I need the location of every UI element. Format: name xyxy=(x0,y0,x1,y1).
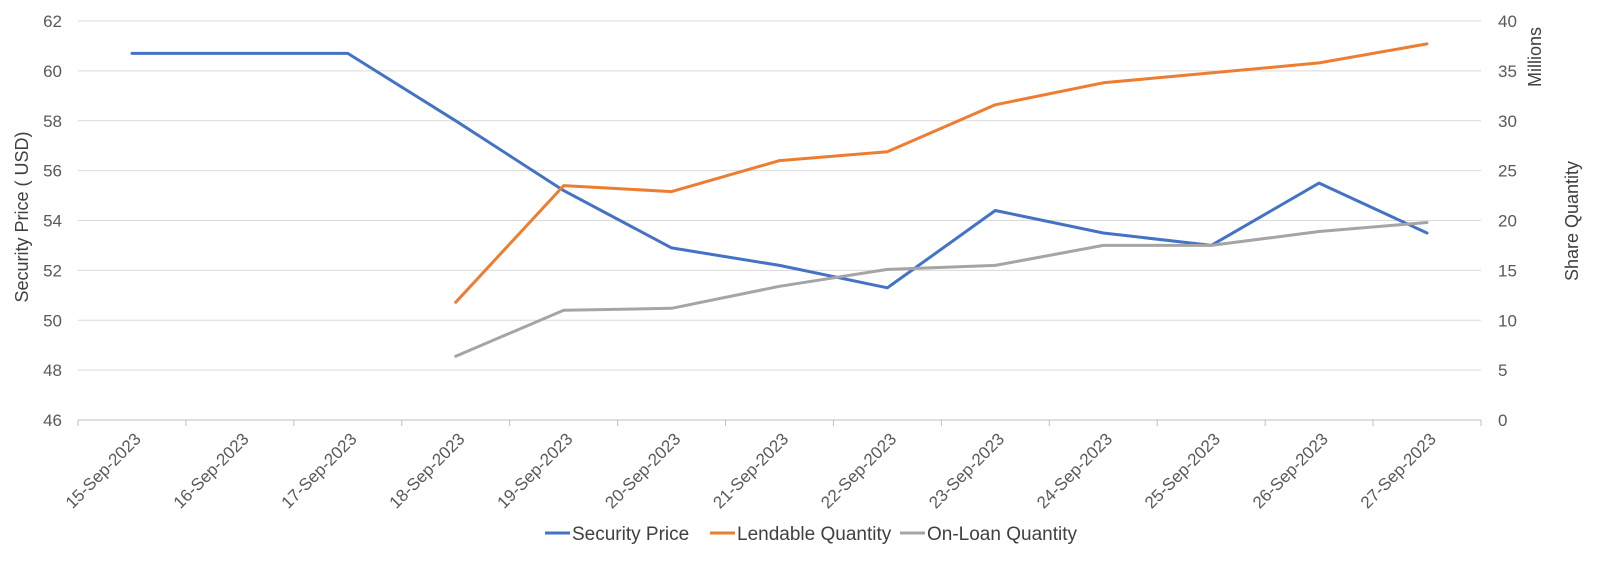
right-tick-label: 15 xyxy=(1498,261,1517,280)
left-tick-label: 62 xyxy=(43,12,62,31)
left-tick-label: 50 xyxy=(43,311,62,330)
right-tick-label: 10 xyxy=(1498,311,1517,330)
right-tick-label: 0 xyxy=(1498,411,1507,430)
legend: Security Price Lendable Quantity On-Loan Q… xyxy=(545,524,1077,545)
left-tick-label: 46 xyxy=(43,411,62,430)
legend-label: Security Price xyxy=(572,524,689,545)
right-tick-label: 20 xyxy=(1498,212,1517,231)
right-axis-unit-label: Millions xyxy=(1525,27,1545,87)
x-tick-label: 18-Sep-2023 xyxy=(386,429,469,512)
legend-label: On-Loan Quantity xyxy=(927,524,1077,545)
series-line-on-loan-quantity xyxy=(454,221,1429,358)
x-tick-label: 25-Sep-2023 xyxy=(1141,429,1224,512)
x-tick-label: 22-Sep-2023 xyxy=(817,429,900,512)
legend-label: Lendable Quantity xyxy=(737,524,892,545)
left-tick-label: 48 xyxy=(43,361,62,380)
series-lines xyxy=(130,42,1429,358)
left-axis-ticks: 46 48 50 52 54 56 58 60 62 xyxy=(43,12,62,430)
right-axis-ticks: 0 5 10 15 20 25 30 35 40 xyxy=(1498,12,1517,430)
right-tick-label: 40 xyxy=(1498,12,1517,31)
left-axis-title: Security Price ( USD) xyxy=(12,131,32,302)
right-tick-label: 35 xyxy=(1498,62,1517,81)
x-tick-label: 27-Sep-2023 xyxy=(1357,429,1440,512)
x-tick-label: 20-Sep-2023 xyxy=(601,429,684,512)
left-tick-label: 58 xyxy=(43,112,62,131)
x-tick-label: 16-Sep-2023 xyxy=(170,429,253,512)
right-axis-title: Share Quantity xyxy=(1562,161,1582,281)
right-tick-label: 5 xyxy=(1498,361,1507,380)
series-line-lendable-quantity xyxy=(454,42,1429,304)
x-tick-label: 17-Sep-2023 xyxy=(278,429,361,512)
x-axis: 15-Sep-2023 16-Sep-2023 17-Sep-2023 18-Sep-… xyxy=(62,419,1482,512)
right-tick-label: 25 xyxy=(1498,162,1517,181)
x-tick-label: 23-Sep-2023 xyxy=(925,429,1008,512)
x-tick-label: 26-Sep-2023 xyxy=(1249,429,1332,512)
x-tick-label: 21-Sep-2023 xyxy=(709,429,792,512)
left-tick-label: 54 xyxy=(43,212,62,231)
left-tick-label: 56 xyxy=(43,162,62,181)
x-tick-label: 19-Sep-2023 xyxy=(494,429,577,512)
gridlines xyxy=(78,20,1481,371)
x-tick-label: 15-Sep-2023 xyxy=(62,429,145,512)
left-tick-label: 52 xyxy=(43,261,62,280)
left-tick-label: 60 xyxy=(43,62,62,81)
right-tick-label: 30 xyxy=(1498,112,1517,131)
x-tick-label: 24-Sep-2023 xyxy=(1033,429,1116,512)
